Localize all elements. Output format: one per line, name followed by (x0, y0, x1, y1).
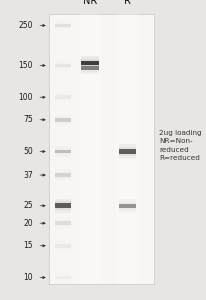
Text: 25: 25 (23, 201, 33, 210)
Bar (78, 14, 101, 284)
Text: R: R (123, 0, 130, 6)
Text: 20: 20 (23, 219, 33, 228)
Text: 150: 150 (19, 61, 33, 70)
Text: 10: 10 (23, 273, 33, 282)
Text: 75: 75 (23, 115, 33, 124)
Text: NR: NR (83, 0, 97, 6)
Text: 50: 50 (23, 147, 33, 156)
Bar (48, 14, 153, 284)
Bar (115, 14, 138, 284)
Text: 100: 100 (19, 93, 33, 102)
Text: 15: 15 (23, 241, 33, 250)
Text: 37: 37 (23, 171, 33, 180)
Text: 2ug loading
NR=Non-
reduced
R=reduced: 2ug loading NR=Non- reduced R=reduced (159, 130, 201, 161)
Text: 250: 250 (19, 21, 33, 30)
